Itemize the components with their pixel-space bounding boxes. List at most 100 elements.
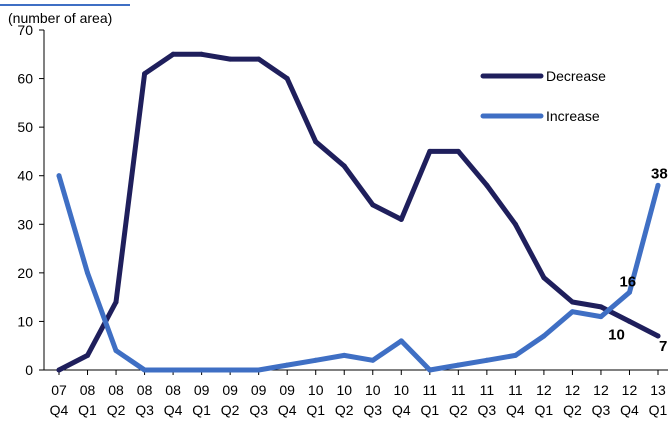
- x-tick-label-quarter: Q3: [135, 402, 154, 418]
- data-point-increase: [56, 173, 62, 179]
- data-point-decrease: [541, 275, 547, 281]
- data-point-increase: [398, 338, 404, 344]
- x-tick-label-year: 08: [137, 382, 153, 398]
- data-point-increase: [598, 314, 604, 320]
- data-point-increase: [512, 352, 518, 358]
- data-point-decrease: [313, 139, 319, 145]
- x-tick-label-year: 09: [279, 382, 295, 398]
- x-tick-label-year: 08: [165, 382, 181, 398]
- data-point-decrease: [569, 299, 575, 305]
- data-point-decrease: [142, 71, 148, 77]
- x-tick-label-quarter: Q3: [249, 402, 268, 418]
- data-labels: 10 7 16 38: [608, 165, 668, 355]
- data-point-decrease: [370, 202, 376, 208]
- x-tick-label-quarter: Q4: [392, 402, 411, 418]
- data-point-increase: [569, 309, 575, 315]
- legend-label-decrease: Decrease: [546, 68, 606, 84]
- data-point-increase: [227, 367, 233, 373]
- data-point-increase: [626, 289, 632, 295]
- x-tick-label-year: 09: [251, 382, 267, 398]
- data-point-decrease: [170, 51, 176, 57]
- data-point-decrease: [284, 76, 290, 82]
- data-point-decrease: [512, 221, 518, 227]
- x-tick-label-quarter: Q2: [221, 402, 240, 418]
- y-tick-label: 50: [17, 119, 33, 135]
- x-tick-label-year: 08: [80, 382, 96, 398]
- x-tick-label-year: 10: [336, 382, 352, 398]
- x-tick-label-quarter: Q2: [107, 402, 126, 418]
- data-label-decrease: 10: [608, 326, 625, 343]
- x-tick-label-year: 09: [194, 382, 210, 398]
- x-tick-label-quarter: Q1: [420, 402, 439, 418]
- y-tick-label: 20: [17, 265, 33, 281]
- y-tick-label: 70: [17, 22, 33, 38]
- series-layer: [56, 51, 661, 373]
- x-tick-label-quarter: Q2: [335, 402, 354, 418]
- data-point-decrease: [626, 318, 632, 324]
- x-tick-label-year: 08: [108, 382, 124, 398]
- data-point-decrease: [455, 148, 461, 154]
- x-tick-label-quarter: Q1: [649, 402, 668, 418]
- x-tick-label-quarter: Q4: [164, 402, 183, 418]
- y-axis: 0 10 20 30 40 50 60 70: [17, 22, 45, 378]
- data-point-increase: [655, 182, 661, 188]
- y-axis-unit-label: (number of area): [8, 10, 112, 26]
- y-tick-label: 60: [17, 71, 33, 87]
- x-tick-label-quarter: Q1: [78, 402, 97, 418]
- data-point-increase: [370, 357, 376, 363]
- x-tick-label-quarter: Q4: [620, 402, 639, 418]
- data-point-increase: [427, 367, 433, 373]
- x-axis: 07 Q4 08 Q1 08 Q2 08 Q3 08 Q4 09 Q1 09 Q2 09 Q3 09 Q4 10 Q1…: [44, 369, 668, 418]
- x-tick-label-quarter: Q3: [363, 402, 382, 418]
- x-tick-label-quarter: Q4: [506, 402, 525, 418]
- x-tick-label-year: 09: [222, 382, 238, 398]
- data-point-increase: [142, 367, 148, 373]
- x-tick-label-year: 12: [536, 382, 552, 398]
- data-point-increase: [199, 367, 205, 373]
- x-tick-label-year: 11: [508, 382, 523, 398]
- data-point-decrease: [227, 56, 233, 62]
- x-tick-label-year: 10: [393, 382, 409, 398]
- data-point-increase: [170, 367, 176, 373]
- x-tick-label-quarter: Q1: [192, 402, 211, 418]
- x-tick-label-year: 13: [650, 382, 666, 398]
- x-tick-label-quarter: Q2: [449, 402, 468, 418]
- x-tick-label-quarter: Q4: [50, 402, 69, 418]
- x-tick-label-year: 12: [565, 382, 581, 398]
- x-tick-label-year: 10: [308, 382, 324, 398]
- data-point-decrease: [113, 299, 119, 305]
- x-tick-label-quarter: Q1: [306, 402, 325, 418]
- data-label-increase: 16: [619, 273, 636, 290]
- legend-label-increase: Increase: [546, 108, 600, 124]
- x-tick-label-year: 11: [423, 382, 438, 398]
- x-tick-label-quarter: Q3: [478, 402, 497, 418]
- data-point-increase: [256, 367, 262, 373]
- data-label-decrease: 7: [659, 338, 667, 355]
- x-tick-label-year: 07: [51, 382, 67, 398]
- data-point-decrease: [598, 304, 604, 310]
- data-point-decrease: [56, 367, 62, 373]
- data-point-increase: [313, 357, 319, 363]
- series-line-increase: [56, 173, 661, 373]
- data-point-increase: [541, 333, 547, 339]
- data-point-increase: [113, 348, 119, 354]
- data-point-increase: [284, 362, 290, 368]
- x-tick-label-quarter: Q4: [278, 402, 297, 418]
- data-point-increase: [85, 270, 91, 276]
- x-tick-label-year: 10: [365, 382, 381, 398]
- x-tick-label-year: 11: [480, 382, 495, 398]
- data-point-decrease: [256, 56, 262, 62]
- data-point-decrease: [655, 333, 661, 339]
- y-tick-label: 0: [25, 362, 33, 378]
- data-point-increase: [341, 352, 347, 358]
- legend: Decrease Increase: [480, 68, 606, 124]
- y-tick-label: 40: [17, 168, 33, 184]
- data-point-decrease: [85, 352, 91, 358]
- data-point-decrease: [398, 216, 404, 222]
- x-tick-label-quarter: Q2: [563, 402, 582, 418]
- y-tick-label: 10: [17, 313, 33, 329]
- data-point-increase: [484, 357, 490, 363]
- y-tick-label: 30: [17, 216, 33, 232]
- x-tick-label-quarter: Q3: [592, 402, 611, 418]
